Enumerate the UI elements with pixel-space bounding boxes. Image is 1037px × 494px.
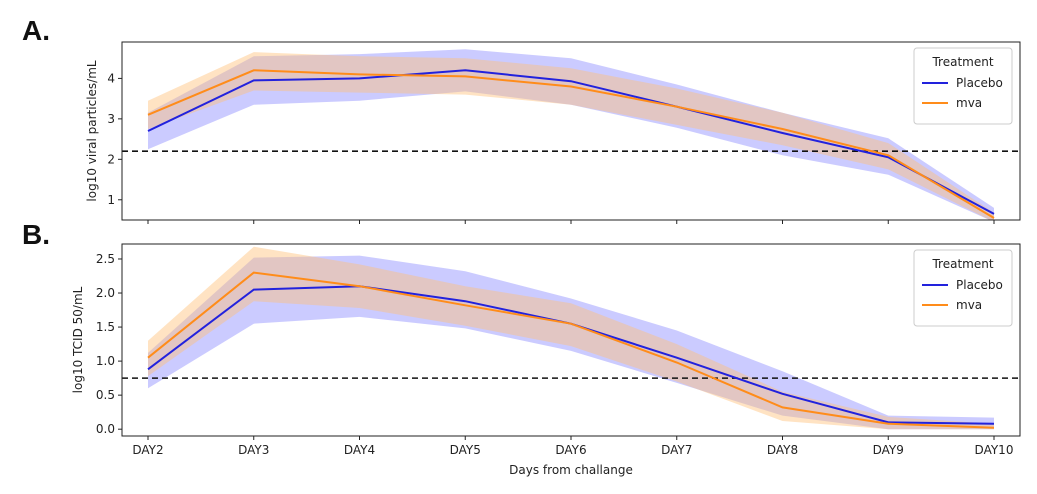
x-tick-label: DAY8 bbox=[767, 443, 798, 457]
panel-a-label: A. bbox=[22, 15, 50, 46]
legend-box bbox=[913, 249, 1013, 327]
y-tick-label: 1 bbox=[107, 193, 115, 207]
legend: Treatment Placebo mva bbox=[913, 47, 1013, 125]
series-line-mva bbox=[147, 271, 995, 429]
y-tick-label: 2.5 bbox=[96, 252, 115, 266]
y-tick-label: 2.0 bbox=[96, 286, 115, 300]
confidence-band-mva bbox=[148, 52, 994, 220]
legend-title: Treatment bbox=[931, 257, 993, 271]
plot-area bbox=[122, 246, 1020, 430]
y-tick-label: 1.5 bbox=[96, 320, 115, 334]
x-tick-label: DAY9 bbox=[873, 443, 904, 457]
x-tick-label: DAY4 bbox=[344, 443, 375, 457]
x-tick-label: DAY2 bbox=[132, 443, 163, 457]
x-tick-label: DAY7 bbox=[661, 443, 692, 457]
y-axis-label: log10 viral particles/mL bbox=[85, 60, 99, 201]
x-tick-label: DAY6 bbox=[555, 443, 586, 457]
x-axis-label: Days from challange bbox=[509, 463, 633, 477]
confidence-band-placebo bbox=[148, 49, 994, 220]
legend-entry-mva: mva bbox=[956, 298, 982, 312]
legend-entry-placebo: Placebo bbox=[956, 76, 1003, 90]
chart-a-viral-particles: 1 2 3 4 log10 viral particles/mL Treatment Pla… bbox=[85, 41, 1021, 224]
legend-entry-mva: mva bbox=[956, 96, 982, 110]
confidence-band-placebo bbox=[148, 255, 994, 430]
y-tick-label: 2 bbox=[107, 152, 115, 166]
x-tick-label: DAY10 bbox=[975, 443, 1014, 457]
legend-title: Treatment bbox=[931, 55, 993, 69]
series-line-mva bbox=[147, 69, 995, 219]
y-tick-label: 1.0 bbox=[96, 354, 115, 368]
y-tick-label: 4 bbox=[107, 71, 115, 85]
chart-b-tcid50: 0.0 0.5 1.0 1.5 2.0 2.5 DAY2 DAY3 DAY4 DAY5 DAY6 DA… bbox=[71, 243, 1021, 477]
y-tick-label: 0.5 bbox=[96, 388, 115, 402]
series-line-placebo bbox=[147, 69, 995, 215]
confidence-band-mva bbox=[148, 246, 994, 430]
y-tick-label: 0.0 bbox=[96, 422, 115, 436]
legend: Treatment Placebo mva bbox=[913, 249, 1013, 327]
plot-area bbox=[122, 49, 1020, 220]
x-tick-label: DAY5 bbox=[450, 443, 481, 457]
y-tick-label: 3 bbox=[107, 112, 115, 126]
panel-b-label: B. bbox=[22, 219, 50, 250]
y-axis-label: log10 TCID 50/mL bbox=[71, 286, 85, 393]
legend-box bbox=[913, 47, 1013, 125]
legend-entry-placebo: Placebo bbox=[956, 278, 1003, 292]
x-tick-label: DAY3 bbox=[238, 443, 269, 457]
